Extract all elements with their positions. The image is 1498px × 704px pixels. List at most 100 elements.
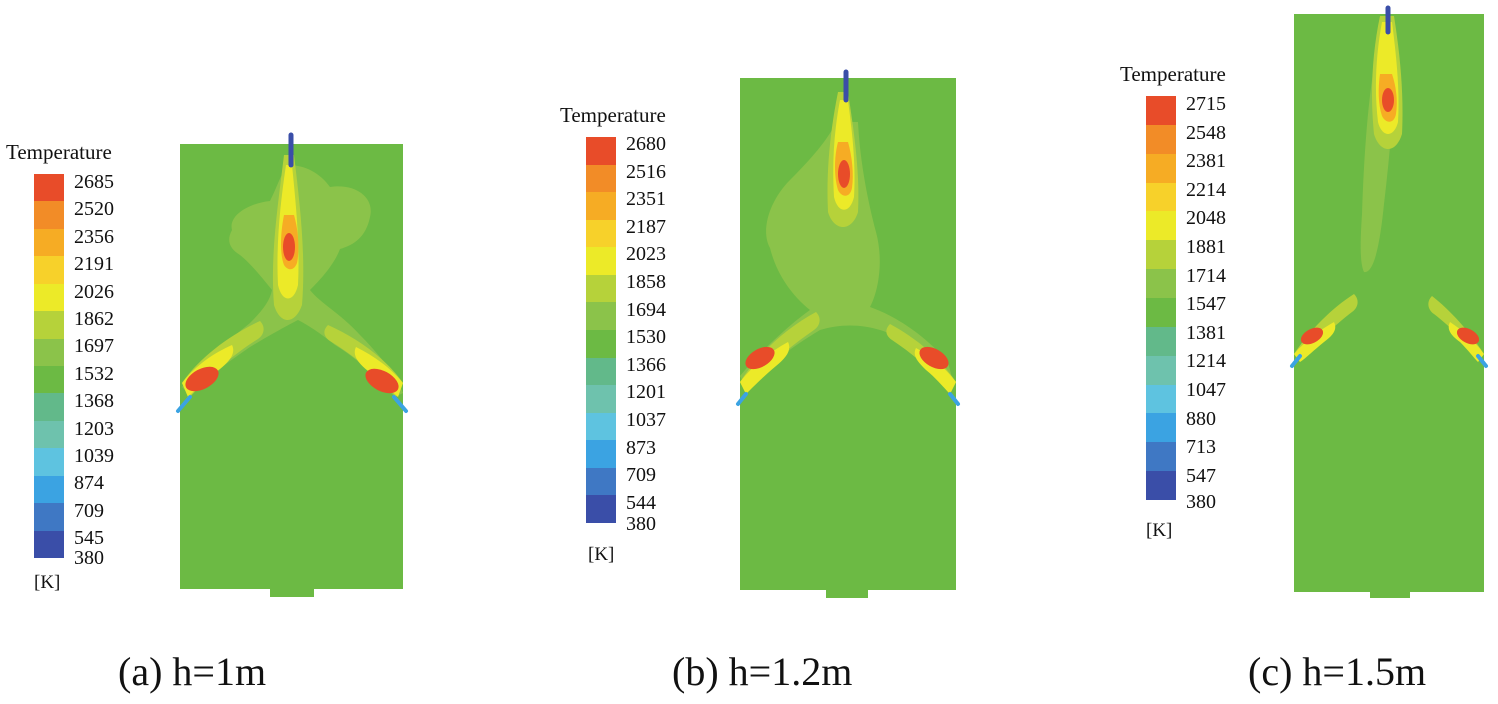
legend-level-b: 2187 (626, 215, 666, 238)
legend-level-c: 380 (1186, 491, 1216, 513)
colorbar-swatch (34, 475, 64, 504)
colorbar-swatch (1146, 240, 1176, 270)
colorbar-swatch (34, 503, 64, 532)
legend-level-c: 2548 (1186, 121, 1226, 144)
legend-level-c: 880 (1186, 407, 1216, 430)
legend-level-a: 380 (74, 547, 104, 569)
colorbar-swatch (34, 420, 64, 449)
colorbar-swatch (1146, 211, 1176, 241)
colorbar-swatch (586, 440, 616, 469)
colorbar-swatch (586, 302, 616, 331)
outlet-stub (270, 587, 314, 597)
legend-level-a: 2685 (74, 171, 114, 193)
left-jet-core (185, 366, 219, 392)
legend-title-c: Temperature (1120, 62, 1226, 86)
colorbar-swatch (1146, 384, 1176, 414)
legend-level-b: 873 (626, 436, 656, 459)
colorbar-swatch (586, 357, 616, 386)
colorbar-swatch (34, 201, 64, 230)
top-jet-core (283, 233, 295, 261)
colorbar-swatch (586, 137, 616, 166)
temperature-contour-b (736, 69, 960, 598)
colorbar-swatch (1146, 153, 1176, 184)
legend-level-c: 2048 (1186, 207, 1226, 230)
colorbar-swatch (1146, 182, 1176, 212)
colorbar-swatch (34, 228, 64, 257)
outlet-stub (826, 588, 868, 598)
legend-level-a: 874 (74, 472, 104, 495)
legend-level-c: 1047 (1186, 379, 1226, 401)
colorbar-swatch (34, 530, 64, 559)
legend-level-a: 1368 (74, 390, 114, 413)
legend-level-b: 2023 (626, 243, 666, 266)
legend-level-a: 2191 (74, 253, 114, 276)
legend-level-c: 1547 (1186, 293, 1226, 316)
legend-level-b: 544 (626, 491, 656, 514)
colorbar-swatch (34, 366, 64, 394)
colorbar-swatch (34, 174, 64, 202)
right-jet-core (919, 346, 949, 370)
top-jet-core (838, 160, 850, 188)
top-jet-core (1382, 88, 1394, 112)
legend-level-c: 713 (1186, 436, 1216, 459)
legend-level-c: 2214 (1186, 178, 1226, 201)
left-nozzle (176, 395, 192, 413)
colorbar-swatch (34, 338, 64, 367)
legend-level-c: 547 (1186, 464, 1216, 487)
left-nozzle (736, 392, 748, 406)
legend-level-b: 380 (626, 513, 656, 535)
temperature-contour-a (176, 132, 408, 597)
legend-level-a: 1203 (74, 417, 114, 440)
legend-level-a: 1532 (74, 362, 114, 385)
legend-level-a: 1697 (74, 335, 114, 358)
right-nozzle (948, 392, 960, 406)
legend-title-a: Temperature (6, 140, 112, 164)
colorbar-swatch (34, 256, 64, 285)
left-nozzle (1290, 354, 1302, 368)
legend-level-c: 1381 (1186, 321, 1226, 344)
colorbar-swatch (586, 467, 616, 496)
legend-level-b: 1858 (626, 271, 666, 293)
right-nozzle (1476, 354, 1488, 368)
colorbar-swatch (1146, 298, 1176, 328)
plume-region (740, 122, 952, 388)
legend-level-a: 709 (74, 499, 104, 522)
colorbar-c (1146, 96, 1176, 501)
colorbar-a (34, 174, 64, 559)
colorbar-swatch (586, 495, 616, 524)
legend-level-b: 1037 (626, 409, 666, 431)
left-jet-core (745, 346, 775, 370)
colorbar-swatch (34, 393, 64, 422)
colorbar-swatch (586, 330, 616, 359)
legend-level-a: 1862 (74, 308, 114, 330)
legend-title-b: Temperature (560, 103, 666, 127)
legend-level-c: 1214 (1186, 350, 1226, 373)
colorbar-swatch (34, 311, 64, 340)
colorbar-swatch (34, 283, 64, 312)
legend-level-a: 2520 (74, 198, 114, 221)
colorbar-swatch (586, 247, 616, 276)
left-jet-mid (740, 342, 790, 394)
caption-b: (b) h=1.2m (672, 649, 853, 694)
legend-level-b: 1530 (626, 326, 666, 349)
colorbar-b (586, 137, 616, 524)
legend-level-a: 2356 (74, 225, 114, 248)
legend-level-a: 2026 (74, 280, 114, 303)
right-nozzle (392, 395, 408, 413)
temperature-contour-c (1290, 5, 1488, 598)
legend-level-b: 2516 (626, 160, 666, 183)
legend-level-a: 1039 (74, 445, 114, 467)
right-jet-core (1456, 327, 1480, 345)
colorbar-swatch (34, 448, 64, 477)
legend-level-a: 545 (74, 527, 104, 550)
left-jet-core (1300, 327, 1324, 345)
colorbar-swatch (1146, 326, 1176, 357)
legend-level-c: 2381 (1186, 150, 1226, 173)
caption-c: (c) h=1.5m (1248, 649, 1427, 694)
colorbar-swatch (586, 219, 616, 248)
legend-level-b: 1694 (626, 298, 666, 321)
legend-level-b: 2680 (626, 133, 666, 155)
colorbar-swatch (1146, 96, 1176, 126)
colorbar-swatch (586, 412, 616, 441)
colorbar-swatch (1146, 442, 1176, 472)
